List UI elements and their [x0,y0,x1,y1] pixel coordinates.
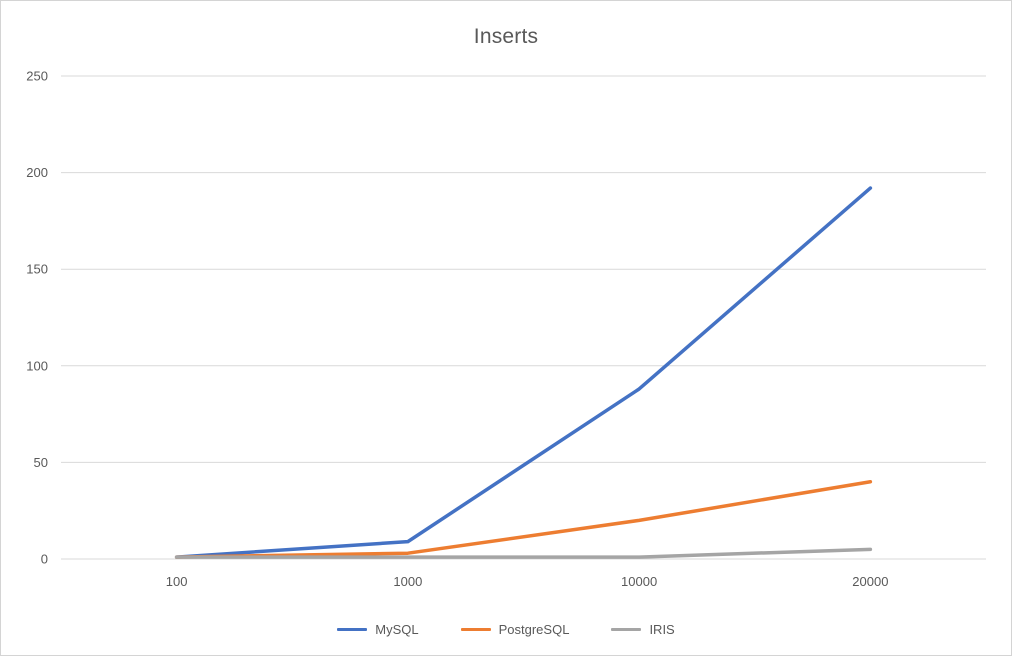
series-line-postgresql [174,479,873,559]
legend-label: MySQL [375,622,419,637]
y-axis-tick-label: 150 [26,262,48,277]
legend-item-iris: IRIS [611,622,675,637]
series-line-iris [174,547,873,559]
y-axis-tick-label: 50 [34,455,48,470]
legend-item-postgresql: PostgreSQL [460,622,570,637]
legend-item-mysql: MySQL [337,622,419,637]
legend-line-marker [337,627,368,632]
legend-label: IRIS [649,622,675,637]
legend-line-marker [460,627,491,632]
legend-label: PostgreSQL [498,622,570,637]
y-axis-tick-label: 0 [41,552,48,567]
y-axis-tick-label: 250 [26,69,48,84]
chart-legend: MySQL PostgreSQL IRIS [1,622,1011,637]
legend-line-marker [611,627,642,632]
y-axis-tick-label: 100 [26,358,48,373]
chart-title: Inserts [473,25,539,48]
x-axis-tick-label: 100 [166,574,188,589]
x-axis-tick-label: 10000 [621,574,657,589]
x-axis-tick-label: 1000 [393,574,422,589]
series-line-mysql [174,186,873,559]
x-axis-tick-label: 20000 [852,574,888,589]
y-axis-tick-label: 200 [26,165,48,180]
